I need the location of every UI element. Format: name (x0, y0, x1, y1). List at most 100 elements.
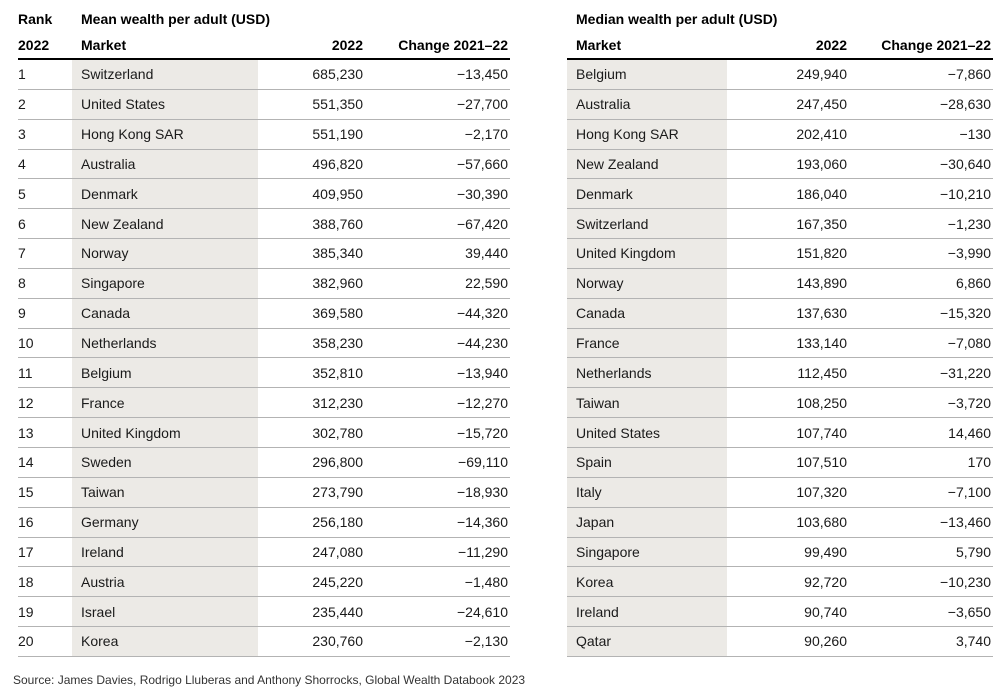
value-cell: 92,720 (804, 573, 847, 590)
mean-market-column-header: Market (81, 37, 127, 53)
change-cell: −14,360 (457, 514, 508, 531)
change-cell: −67,420 (457, 215, 508, 232)
market-cell: Taiwan (567, 388, 727, 418)
market-cell: Canada (72, 298, 258, 328)
change-cell: −3,650 (947, 603, 991, 620)
market-cell: Belgium (72, 358, 258, 388)
value-cell: 551,350 (312, 96, 363, 113)
change-cell: −130 (959, 126, 991, 143)
change-cell: −1,230 (947, 215, 991, 232)
rank-cell: 8 (18, 275, 26, 292)
table-row: 6 New Zealand 388,760 −67,420 (18, 209, 510, 240)
change-cell: −30,640 (940, 155, 991, 172)
change-cell: −15,320 (940, 305, 991, 322)
table-row: United States 107,740 14,460 (567, 418, 993, 448)
table-row: 17 Ireland 247,080 −11,290 (18, 537, 510, 568)
change-cell: 39,440 (465, 245, 508, 262)
market-cell: Netherlands (567, 358, 727, 388)
change-cell: −28,630 (940, 96, 991, 113)
rank-cell: 15 (18, 484, 34, 501)
table-row: 15 Taiwan 273,790 −18,930 (18, 477, 510, 508)
value-cell: 99,490 (804, 543, 847, 560)
change-cell: −27,700 (457, 96, 508, 113)
market-cell: Sweden (72, 447, 258, 477)
value-cell: 235,440 (312, 603, 363, 620)
market-cell: Italy (567, 477, 727, 507)
market-cell: Netherlands (72, 328, 258, 358)
change-cell: −13,460 (940, 514, 991, 531)
table-row: 14 Sweden 296,800 −69,110 (18, 447, 510, 478)
market-cell: Australia (72, 149, 258, 179)
change-cell: 6,860 (955, 275, 991, 292)
value-cell: 296,800 (312, 454, 363, 471)
table-row: Hong Kong SAR 202,410 −130 (567, 119, 993, 150)
change-cell: 170 (967, 454, 991, 471)
value-cell: 230,760 (312, 633, 363, 650)
value-cell: 167,350 (796, 215, 847, 232)
rank-cell: 12 (18, 394, 34, 411)
table-row: 4 Australia 496,820 −57,660 (18, 149, 510, 180)
market-cell: Israel (72, 597, 258, 627)
value-cell: 112,450 (797, 364, 847, 381)
value-cell: 247,080 (312, 543, 363, 560)
mean-table-title: Mean wealth per adult (USD) (81, 11, 271, 27)
value-cell: 186,040 (796, 185, 847, 202)
market-cell: Canada (567, 298, 727, 328)
table-row: Canada 137,630 −15,320 (567, 298, 993, 329)
median-market-column-header: Market (576, 37, 622, 53)
value-cell: 382,960 (312, 275, 363, 292)
change-cell: 5,790 (955, 543, 991, 560)
table-row: Japan 103,680 −13,460 (567, 507, 993, 538)
table-row: 3 Hong Kong SAR 551,190 −2,170 (18, 119, 510, 150)
market-cell: Spain (567, 447, 727, 477)
mean-table-body: 1 Switzerland 685,230 −13,450 2 United S… (18, 60, 510, 657)
market-cell: Japan (567, 507, 727, 537)
market-cell: New Zealand (72, 209, 258, 239)
market-cell: Hong Kong SAR (567, 119, 727, 149)
change-cell: −10,230 (940, 573, 991, 590)
value-cell: 551,190 (312, 126, 363, 143)
table-row: Singapore 99,490 5,790 (567, 537, 993, 568)
change-cell: 22,590 (465, 275, 508, 292)
median-year-column-header: 2022 (815, 37, 847, 53)
table-row: 1 Switzerland 685,230 −13,450 (18, 60, 510, 90)
value-cell: 385,340 (312, 245, 363, 262)
table-row: 10 Netherlands 358,230 −44,230 (18, 328, 510, 359)
market-cell: Taiwan (72, 477, 258, 507)
market-cell: Switzerland (72, 60, 258, 89)
change-cell: −7,860 (947, 66, 991, 83)
change-cell: −31,220 (940, 364, 991, 381)
market-cell: France (72, 388, 258, 418)
market-cell: United States (72, 89, 258, 119)
rank-cell: 17 (18, 543, 34, 560)
value-cell: 193,060 (796, 155, 847, 172)
change-cell: −3,720 (947, 394, 991, 411)
change-cell: −15,720 (457, 424, 508, 441)
table-row: 18 Austria 245,220 −1,480 (18, 567, 510, 598)
value-cell: 133,140 (796, 335, 847, 352)
table-row: Ireland 90,740 −3,650 (567, 597, 993, 628)
value-cell: 107,740 (796, 424, 847, 441)
rank-cell: 5 (18, 185, 26, 202)
rank-cell: 2 (18, 96, 26, 113)
change-cell: −57,660 (457, 155, 508, 172)
table-row: 7 Norway 385,340 39,440 (18, 239, 510, 269)
value-cell: 369,580 (312, 305, 363, 322)
median-table-title: Median wealth per adult (USD) (576, 11, 778, 27)
value-cell: 103,680 (796, 514, 847, 531)
table-row: New Zealand 193,060 −30,640 (567, 149, 993, 180)
rank-cell: 11 (18, 364, 33, 381)
market-cell: France (567, 328, 727, 358)
value-cell: 151,820 (796, 245, 847, 262)
market-cell: Qatar (567, 627, 727, 656)
market-cell: Denmark (567, 179, 727, 209)
table-row: Netherlands 112,450 −31,220 (567, 358, 993, 389)
market-cell: Norway (72, 239, 258, 268)
value-cell: 312,230 (312, 394, 363, 411)
value-cell: 352,810 (312, 364, 363, 381)
table-row: 5 Denmark 409,950 −30,390 (18, 179, 510, 210)
table-row: 13 United Kingdom 302,780 −15,720 (18, 418, 510, 448)
table-row: Korea 92,720 −10,230 (567, 567, 993, 598)
market-cell: Norway (567, 268, 727, 298)
